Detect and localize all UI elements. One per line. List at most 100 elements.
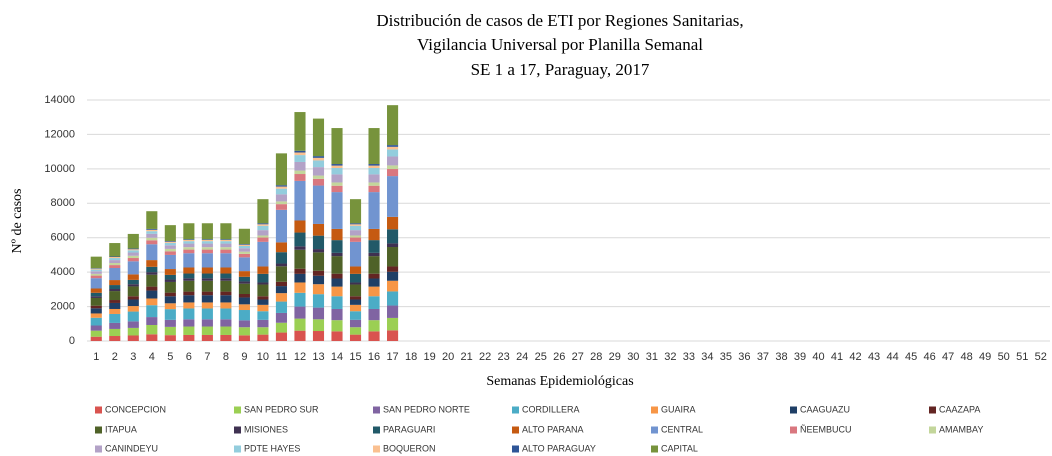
bar-segment — [183, 302, 195, 309]
bar-segment — [275, 332, 288, 341]
x-tick-label: 26 — [553, 351, 565, 363]
bar-segment — [294, 249, 306, 269]
bar-segment — [146, 260, 158, 267]
chart-title: SE 1 a 17, Paraguay, 2017 — [471, 60, 650, 79]
bar-segment — [183, 280, 195, 292]
bar-segment — [368, 165, 380, 168]
bar-segment — [220, 273, 232, 279]
bar-segment — [387, 169, 399, 177]
bar-segment — [294, 152, 306, 156]
bar-segment — [109, 280, 121, 286]
bar-segment — [90, 278, 102, 289]
x-tick-label: 40 — [812, 351, 824, 363]
legend-label: MISIONES — [244, 424, 288, 434]
bar-segment — [220, 278, 232, 281]
bar-segment — [275, 293, 288, 302]
bar-segment — [164, 319, 176, 327]
y-tick-label: 12000 — [44, 128, 75, 140]
bar-segment — [312, 249, 325, 253]
x-tick-label: 22 — [479, 351, 491, 363]
bar-segment — [312, 156, 325, 158]
bar-segment — [127, 255, 139, 259]
bar-segment — [257, 296, 269, 300]
bar-segment — [109, 260, 121, 264]
bar-segment — [238, 228, 250, 245]
bar-segment — [294, 180, 306, 221]
x-tick-label: 2 — [112, 351, 118, 363]
chart-title: Vigilancia Universal por Planilla Semana… — [417, 35, 703, 54]
bar-segment — [331, 128, 343, 165]
bar-segment — [164, 281, 176, 293]
bar-segment — [312, 160, 325, 168]
bar-segment — [201, 319, 213, 327]
x-tick-label: 52 — [1035, 351, 1047, 363]
bar-segment — [257, 284, 269, 297]
bar-segment — [275, 201, 288, 205]
x-tick-label: 33 — [683, 351, 695, 363]
bar-segment — [275, 188, 288, 195]
bar-segment — [164, 240, 176, 242]
bar-segment — [331, 192, 343, 229]
bar-segment — [349, 223, 362, 225]
bar-segment — [387, 229, 399, 244]
bar-segment — [331, 167, 343, 175]
bar-segment — [109, 243, 121, 257]
bar-segment — [201, 247, 213, 250]
bar-segment — [257, 266, 269, 274]
bar-segment — [201, 278, 213, 281]
bar-segment — [331, 296, 343, 309]
bar-segment — [312, 270, 325, 276]
bar-segment — [183, 278, 195, 281]
bar-segment — [238, 248, 250, 252]
bar-segment — [220, 239, 232, 240]
bar-segment — [257, 225, 269, 231]
x-axis-label: Semanas Epidemiológicas — [486, 374, 633, 389]
bar-segment — [238, 245, 250, 249]
bar-segment — [164, 303, 176, 310]
bar-segment — [312, 252, 325, 271]
x-tick-label: 1 — [93, 351, 99, 363]
bar-segment — [238, 327, 250, 336]
bar-segment — [312, 294, 325, 308]
bar-segment — [275, 204, 288, 210]
bar-segment — [164, 245, 176, 249]
bar-segment — [146, 233, 158, 238]
y-tick-label: 2000 — [51, 300, 75, 312]
bar-segment — [183, 326, 195, 335]
bar-segment — [109, 291, 121, 301]
bar-segment — [294, 246, 306, 250]
bar-segment — [368, 308, 380, 321]
bar-segment — [90, 288, 102, 293]
x-tick-label: 39 — [794, 351, 806, 363]
bar-segment — [257, 223, 269, 225]
x-tick-label: 16 — [368, 351, 380, 363]
bar-segment — [220, 334, 232, 341]
chart-title: Distribución de casos de ETI por Regione… — [376, 11, 743, 30]
bar-segment — [257, 334, 269, 341]
legend-label: GUAIRA — [661, 404, 696, 414]
x-tick-label: 25 — [535, 351, 547, 363]
bar-segment — [146, 317, 158, 325]
bar-segment — [109, 289, 121, 292]
bar-segment — [220, 239, 232, 242]
y-axis-label: Nº de casos — [10, 189, 25, 254]
bar-segment — [183, 253, 195, 268]
bar-segment — [183, 223, 195, 240]
bar-segment — [164, 335, 176, 341]
bar-segment — [127, 248, 139, 250]
bar-segment — [201, 239, 213, 240]
bar-segment — [109, 263, 121, 266]
bar-segment — [275, 209, 288, 243]
bar-segment — [238, 304, 250, 311]
x-tick-label: 45 — [905, 351, 917, 363]
bar-segment — [294, 306, 306, 319]
x-tick-label: 13 — [312, 351, 324, 363]
bar-segment — [238, 297, 250, 305]
x-tick-label: 15 — [349, 351, 361, 363]
y-tick-label: 8000 — [51, 197, 75, 209]
legend-label: CAAGUAZU — [800, 404, 850, 414]
bar-segment — [146, 334, 158, 341]
bar-segment — [331, 278, 343, 287]
x-tick-label: 12 — [294, 351, 306, 363]
bar-segment — [90, 313, 102, 318]
